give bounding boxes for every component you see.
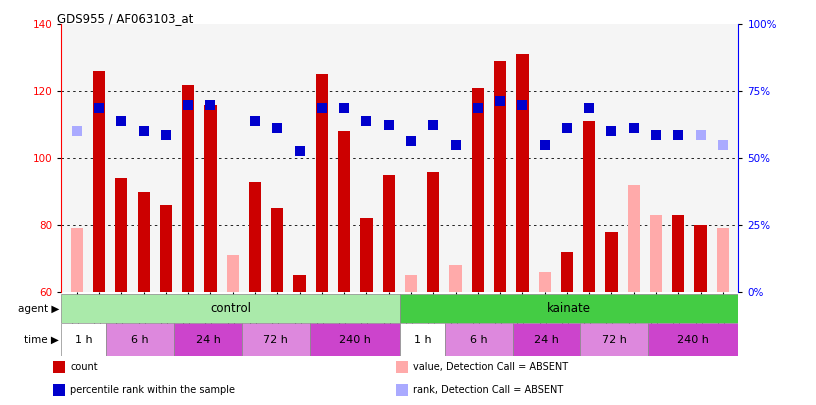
Bar (512, 323, 580, 356)
Point (516, 101, 529, 108)
Bar (672, 215, 685, 292)
Bar (539, 272, 551, 292)
Point (694, 132, 707, 138)
Point (538, 141, 551, 148)
Point (382, 122, 395, 128)
Bar (396, 361, 408, 373)
Bar (716, 228, 729, 292)
Text: 72 h: 72 h (264, 335, 288, 345)
Bar (583, 122, 596, 292)
Point (605, 128, 618, 134)
Point (159, 132, 172, 138)
Bar (53, 384, 65, 396)
Point (716, 141, 730, 148)
Point (338, 105, 351, 111)
Point (315, 105, 328, 111)
Bar (361, 218, 373, 292)
Bar (271, 208, 283, 292)
Point (360, 118, 373, 125)
Point (472, 105, 485, 111)
Text: rank, Detection Call = ABSENT: rank, Detection Call = ABSENT (413, 385, 563, 395)
Point (271, 125, 284, 131)
Bar (494, 61, 506, 292)
Bar (605, 232, 618, 292)
Text: 6 h: 6 h (470, 335, 488, 345)
Point (115, 118, 128, 125)
Bar (648, 323, 738, 356)
Bar (517, 54, 529, 292)
Bar (405, 275, 417, 292)
Text: GDS955 / AF063103_at: GDS955 / AF063103_at (57, 12, 193, 25)
Point (92, 105, 105, 111)
Bar (53, 361, 65, 373)
Bar (138, 192, 150, 292)
Text: time ▶: time ▶ (24, 335, 60, 345)
Bar (182, 85, 194, 292)
Bar (338, 131, 350, 292)
Bar (160, 205, 172, 292)
Bar (249, 181, 261, 292)
Text: 1 h: 1 h (414, 335, 431, 345)
Bar (61, 323, 106, 356)
Text: 24 h: 24 h (196, 335, 220, 345)
Point (249, 118, 262, 125)
Bar (400, 294, 738, 323)
Bar (400, 323, 445, 356)
Point (204, 101, 217, 108)
Bar (61, 294, 400, 323)
Text: agent ▶: agent ▶ (18, 304, 60, 313)
Bar (309, 323, 400, 356)
Point (494, 98, 507, 104)
Text: 72 h: 72 h (602, 335, 627, 345)
Bar (445, 323, 512, 356)
Point (561, 125, 574, 131)
Bar (316, 75, 328, 292)
Point (137, 128, 150, 134)
Text: kainate: kainate (548, 302, 591, 315)
Text: percentile rank within the sample: percentile rank within the sample (70, 385, 235, 395)
Point (628, 125, 641, 131)
Bar (174, 323, 242, 356)
Text: 24 h: 24 h (534, 335, 559, 345)
Bar (106, 323, 174, 356)
Bar (294, 275, 306, 292)
Bar (383, 175, 395, 292)
Point (427, 122, 440, 128)
Bar (694, 225, 707, 292)
Point (672, 132, 685, 138)
Text: control: control (210, 302, 251, 315)
Text: 240 h: 240 h (339, 335, 370, 345)
Bar (242, 323, 309, 356)
Bar (93, 71, 105, 292)
Point (583, 105, 596, 111)
Text: count: count (70, 362, 98, 372)
Bar (628, 185, 640, 292)
Bar (227, 255, 239, 292)
Bar (396, 384, 408, 396)
Bar (204, 104, 216, 292)
Point (405, 138, 418, 145)
Point (182, 101, 195, 108)
Text: 1 h: 1 h (75, 335, 92, 345)
Bar (427, 172, 439, 292)
Bar (450, 265, 462, 292)
Text: 240 h: 240 h (677, 335, 709, 345)
Point (650, 132, 663, 138)
Bar (580, 323, 648, 356)
Point (449, 141, 462, 148)
Text: value, Detection Call = ABSENT: value, Detection Call = ABSENT (413, 362, 568, 372)
Text: 6 h: 6 h (131, 335, 149, 345)
Bar (71, 228, 83, 292)
Bar (115, 178, 127, 292)
Point (293, 148, 306, 155)
Bar (561, 252, 573, 292)
Bar (472, 88, 484, 292)
Point (70, 128, 83, 134)
Bar (650, 215, 662, 292)
